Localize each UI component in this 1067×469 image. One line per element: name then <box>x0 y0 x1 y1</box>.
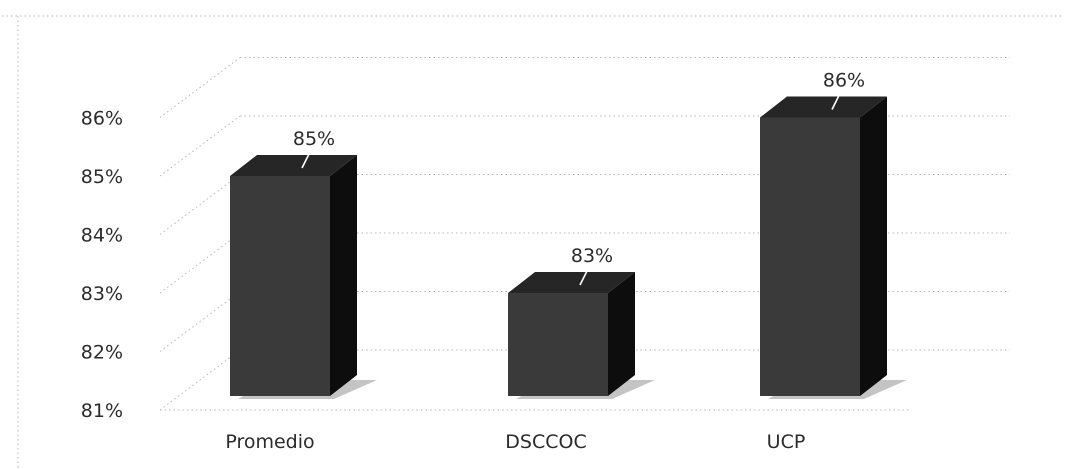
data-label: 83% <box>571 245 613 267</box>
bar-side-face <box>330 155 357 396</box>
bar-top-face <box>230 155 357 176</box>
bar-front-face <box>760 117 860 396</box>
data-labels: 85% 83% 86% <box>293 70 865 286</box>
y-tick-label: 84% <box>81 225 123 247</box>
y-tick-label: 85% <box>81 166 123 188</box>
y-axis-ticks: 81% 82% 83% 84% 85% 86% <box>81 108 123 423</box>
bar-promedio <box>230 155 377 399</box>
data-label-leader <box>831 93 841 110</box>
bar-ucp <box>760 96 907 399</box>
x-category-label: Promedio <box>225 431 314 453</box>
bars <box>230 96 907 399</box>
y-tick-label: 82% <box>81 342 123 364</box>
bar-top-face <box>760 96 887 118</box>
bar-top-face <box>508 272 635 293</box>
y-tick-label: 86% <box>81 108 123 130</box>
gridline-side <box>159 57 241 118</box>
bar-side-face <box>608 272 635 396</box>
x-category-label: UCP <box>767 431 806 453</box>
y-tick-label: 81% <box>81 400 123 422</box>
x-category-label: DSCCOC <box>505 431 586 453</box>
gridline-side <box>159 349 241 411</box>
gridline-side <box>159 115 241 177</box>
data-label: 85% <box>293 128 335 150</box>
data-label-leader <box>301 151 311 169</box>
bar-front-face <box>230 176 330 396</box>
y-tick-label: 83% <box>81 283 123 305</box>
bar-front-face <box>508 293 608 396</box>
gridline-side <box>159 174 241 235</box>
gridline-side <box>159 232 241 294</box>
x-axis-categories: Promedio DSCCOC UCP <box>225 431 805 453</box>
bar-dsccoc <box>508 272 655 399</box>
chart-frame <box>2 15 1064 469</box>
gridline-side <box>159 291 241 352</box>
gridlines <box>159 57 1010 411</box>
bar-side-face <box>860 96 887 396</box>
data-label-leader <box>579 268 589 286</box>
data-label: 86% <box>823 70 865 92</box>
